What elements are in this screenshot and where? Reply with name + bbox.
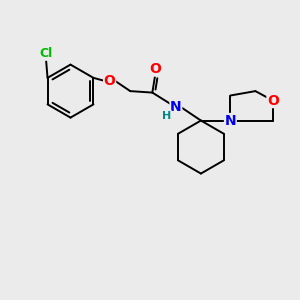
- Text: H: H: [162, 110, 171, 121]
- Text: O: O: [267, 94, 279, 107]
- Text: N: N: [170, 100, 182, 114]
- Text: Cl: Cl: [40, 47, 53, 60]
- Text: N: N: [225, 114, 236, 128]
- Text: O: O: [104, 74, 116, 88]
- Text: O: O: [149, 62, 161, 76]
